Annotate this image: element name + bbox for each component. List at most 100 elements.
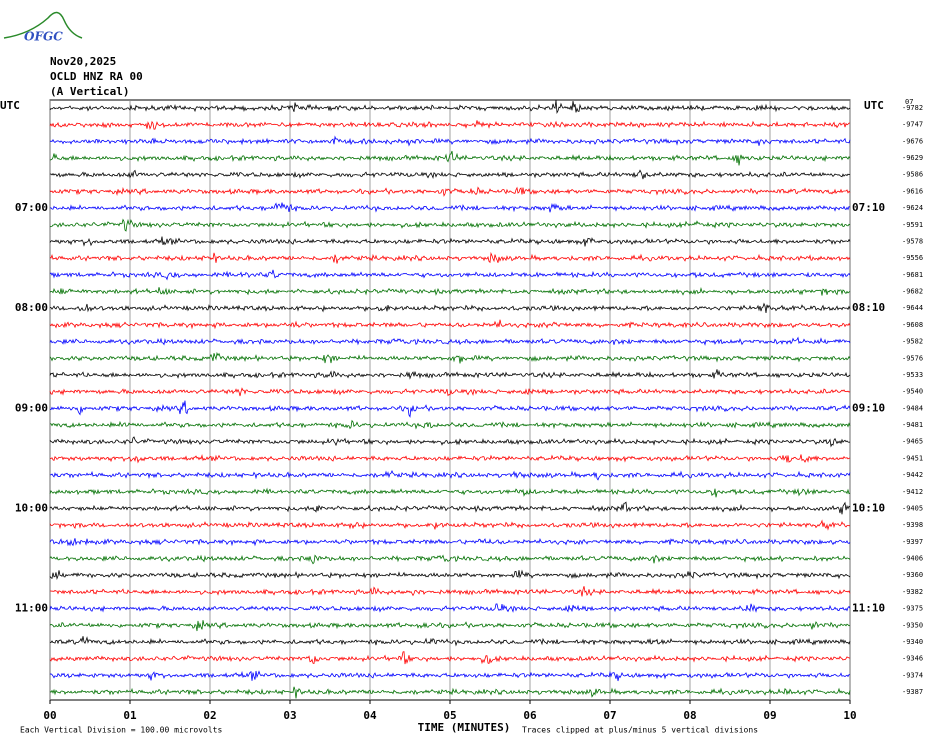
trace-offset: -9405 [902,504,923,512]
trace [49,150,851,166]
trace-offset: -9576 [902,354,923,362]
x-tick-label: 02 [203,709,216,722]
trace [49,218,851,232]
x-tick-label: 09 [763,709,776,722]
footnote: Each Vertical Division = 100.00 microvol… [20,726,222,735]
x-tick-label: 03 [283,709,296,722]
trace-offset: -9481 [902,421,923,429]
right-time-label: 08:10 [852,301,885,314]
trace [49,202,851,213]
trace [49,135,851,147]
trace-offset: -9346 [902,655,923,663]
trace-offset: -9465 [902,438,923,446]
trace-offset: -9629 [902,154,923,162]
x-axis-title: TIME (MINUTES) [418,721,511,734]
trace-offset: -9382 [902,588,923,596]
trace [49,400,851,418]
component: (A Vertical) [50,85,129,98]
trace [49,169,851,180]
x-tick-label: 00 [43,709,56,722]
right-time-label: 10:10 [852,501,885,514]
trace [49,636,851,647]
trace [49,501,851,515]
trace-offset: -9644 [902,304,923,312]
trace-offset: -9397 [902,538,923,546]
right-axis-label: UTC [864,99,884,112]
trace-offset: -9442 [902,471,923,479]
trace [49,351,851,364]
trace [49,369,851,380]
trace [49,269,851,281]
left-time-label: 10:00 [15,501,48,514]
trace-offset: -9608 [902,321,923,329]
trace [49,100,851,115]
trace [49,120,851,130]
trace-offset: -9782 [902,104,923,112]
trace [49,686,851,699]
trace-offset: -9582 [902,338,923,346]
x-tick-label: 08 [683,709,696,722]
date: Nov20,2025 [50,55,116,68]
trace-offset: -9360 [902,571,923,579]
trace [49,519,851,531]
trace [49,286,851,296]
trace [49,538,851,547]
trace [49,302,851,313]
left-time-label: 11:00 [15,602,48,615]
trace [49,470,851,481]
trace-offset: -9412 [902,488,923,496]
trace-offset: -9484 [902,404,923,412]
trace-offset: -9398 [902,521,923,529]
trace-offset: -9624 [902,204,923,212]
footnote: Traces clipped at plus/minus 5 vertical … [522,726,758,735]
trace-offset: -9747 [902,121,923,129]
trace-offset: -9374 [902,671,923,679]
trace [49,251,851,264]
trace [49,651,851,665]
trace [49,454,851,464]
right-time-label: 09:10 [852,401,885,414]
trace-offset: -9406 [902,555,923,563]
trace [49,436,851,448]
trace [49,336,851,346]
trace-offset: -9681 [902,271,923,279]
station: OCLD HNZ RA 00 [50,70,143,83]
trace [49,603,851,613]
logo-curve [3,11,83,39]
trace-offset: -9578 [902,237,923,245]
trace-offset: -9533 [902,371,923,379]
trace [49,186,851,197]
trace-offset: -9676 [902,137,923,145]
logo: OFGC [24,30,63,44]
left-axis-label: UTC [0,99,20,112]
left-time-label: 07:00 [15,201,48,214]
trace [50,586,851,597]
trace-offset: -9591 [902,221,923,229]
trace-offset: -9340 [902,638,923,646]
x-tick-label: 01 [123,709,137,722]
trace [49,670,851,682]
trace-offset: -9350 [902,621,923,629]
trace [49,419,851,430]
trace [49,387,851,397]
trace [49,236,851,247]
trace-offset: -9616 [902,187,923,195]
left-time-label: 08:00 [15,301,48,314]
trace-offset: -9682 [902,288,923,296]
corner-label: 07 [905,98,913,106]
x-tick-label: 06 [523,709,537,722]
x-tick-label: 05 [443,709,456,722]
trace-offset: -9375 [902,605,923,613]
right-time-label: 07:10 [852,201,885,214]
trace [49,569,851,581]
trace-offset: -9540 [902,388,923,396]
trace [49,319,851,330]
trace [49,487,851,498]
trace-offset: -9586 [902,171,923,179]
trace-offset: -9451 [902,454,923,462]
right-time-label: 11:10 [852,602,885,615]
x-tick-label: 04 [363,709,377,722]
trace-offset: -9387 [902,688,923,696]
trace [49,620,851,632]
